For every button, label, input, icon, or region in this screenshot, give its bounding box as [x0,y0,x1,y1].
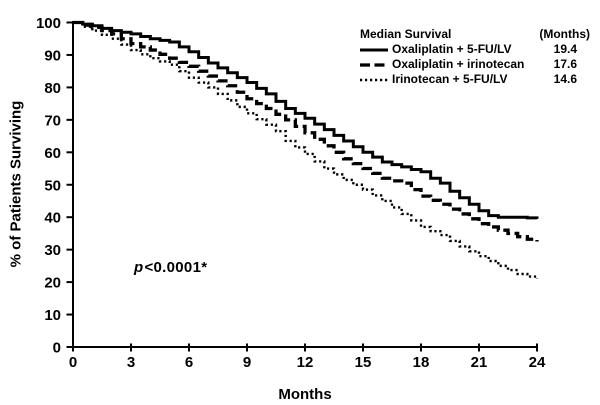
survival-curve-dotted [73,21,539,279]
p-symbol: p [134,259,144,276]
legend-header-title: Median Survival [360,27,452,41]
x-axis-title: Months [278,386,332,403]
y-tick-label: 10 [44,307,61,324]
y-tick-label: 50 [44,177,61,194]
legend: Median Survival (Months) Oxaliplatin + 5… [360,27,590,87]
legend-row: Oxaliplatin + irinotecan 17.6 [360,57,590,72]
legend-rows: Oxaliplatin + 5-FU/LV 19.4 Oxaliplatin + i… [360,42,590,87]
x-tick-label: 9 [243,354,251,371]
legend-median-value: 19.4 [553,42,577,56]
legend-solid-line-sample [360,46,392,54]
legend-dotted-line-sample [360,76,392,84]
survival-curve-solid [73,21,539,220]
y-tick-label: 60 [44,145,61,162]
legend-label: Oxaliplatin + 5-FU/LV [392,42,512,56]
x-tick-label: 21 [471,354,488,371]
x-tick-label: 6 [185,354,193,371]
legend-dashed-line-sample [360,61,392,69]
survival-curve-dashed [73,20,539,242]
legend-row: Irinotecan + 5-FU/LV 14.6 [360,72,590,87]
legend-header-units: (Months) [539,27,590,41]
x-tick-label: 0 [69,354,77,371]
legend-label: Oxaliplatin + irinotecan [392,57,525,71]
y-tick-label: 40 [44,210,61,227]
legend-label: Irinotecan + 5-FU/LV [392,72,508,86]
y-tick-label: 90 [44,47,61,64]
legend-median-value: 14.6 [553,72,577,86]
y-axis-title: % of Patients Surviving [7,100,25,268]
x-tick-label: 24 [529,354,546,371]
p-value-text: <0.0001* [144,259,208,276]
x-tick-label: 3 [127,354,135,371]
legend-header: Median Survival (Months) [360,27,590,42]
y-tick-label: 100 [36,15,61,32]
p-value-annotation: p<0.0001* [134,259,207,276]
legend-row: Oxaliplatin + 5-FU/LV 19.4 [360,42,590,57]
y-tick-label: 0 [53,340,61,357]
x-tick-label: 18 [413,354,430,371]
x-tick-label: 15 [355,354,372,371]
y-tick-label: 70 [44,112,61,129]
legend-median-value: 17.6 [553,57,577,71]
y-tick-label: 20 [44,275,61,292]
y-tick-label: 30 [44,242,61,259]
y-tick-label: 80 [44,80,61,97]
x-tick-label: 12 [297,354,314,371]
